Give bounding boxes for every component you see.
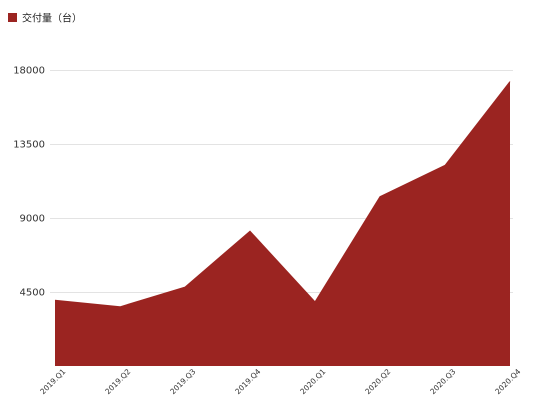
x-tick-label: 2019.Q4 (233, 367, 262, 396)
y-tick-label: 4500 (20, 288, 45, 299)
y-tick-label: 18000 (13, 66, 45, 77)
legend-swatch[interactable] (8, 13, 17, 22)
x-tick-label: 2019.Q1 (38, 367, 67, 396)
x-tick-label: 2019.Q2 (103, 367, 132, 396)
y-axis: 4500 9000 13500 18000 (13, 66, 45, 299)
x-tick-label: 2020.Q1 (298, 367, 327, 396)
x-tick-label: 2020.Q4 (493, 367, 522, 396)
y-tick-label: 13500 (13, 140, 45, 151)
series-line (54, 81, 511, 308)
x-tick-label: 2020.Q3 (428, 367, 457, 396)
x-tick-label: 2019.Q3 (168, 367, 197, 396)
legend-label[interactable]: 交付量（台） (22, 12, 82, 25)
legend[interactable]: 交付量（台） (8, 12, 82, 25)
y-tick-label: 9000 (20, 214, 45, 225)
x-axis: 2019.Q1 2019.Q2 2019.Q3 2019.Q4 2020.Q1 2020.… (38, 367, 522, 396)
x-tick-label: 2020.Q2 (363, 367, 392, 396)
series-area[interactable] (55, 81, 510, 366)
series-layer (54, 81, 511, 366)
